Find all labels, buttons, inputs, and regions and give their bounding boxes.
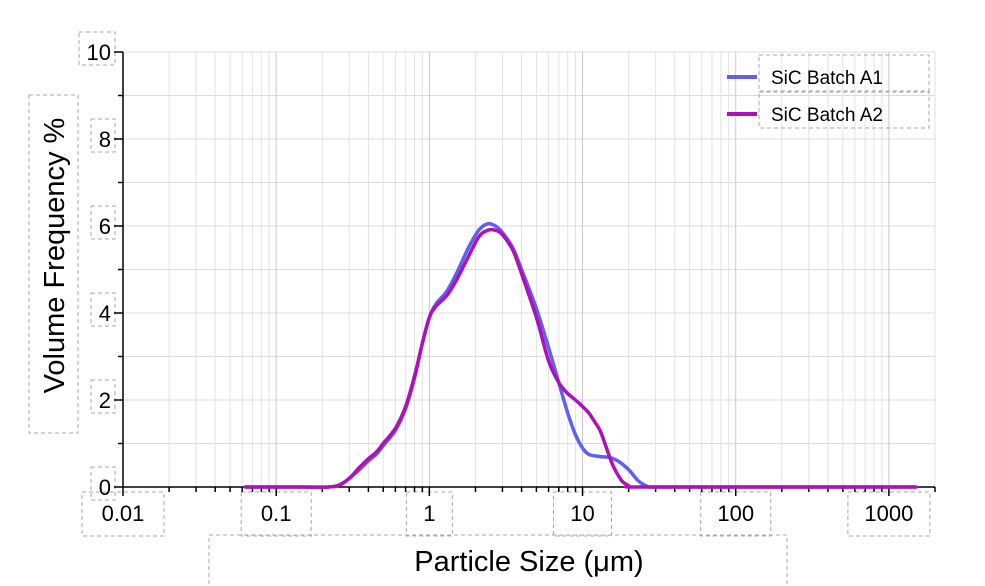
y-tick-label: 4 [99,301,111,326]
x-tick-label: 100 [717,501,754,526]
x-tick-label: 10 [570,501,594,526]
y-tick-label: 0 [99,475,111,500]
y-tick-label: 6 [99,214,111,239]
series-line [243,227,918,489]
y-tick-label: 10 [87,40,111,65]
legend-label-box [758,91,930,129]
legend-label: SiC Batch A2 [771,105,883,126]
x-axis-ticks: 0.01 0.1 1 10 100 1000 [102,487,936,526]
x-axis-title: Particle Size (μm) [414,546,643,578]
series-line [243,221,918,489]
y-tick-label: 8 [99,127,111,152]
x-title-box [208,534,788,586]
y-axis-title: Volume Frequency % [39,118,71,394]
legend-label-box [758,54,930,92]
legend-label: SiC Batch A1 [771,68,883,89]
legend: SiC Batch A1 SiC Batch A2 [727,68,883,126]
y-tick-label-box [78,31,116,66]
y-axis-ticks: 0 2 4 6 8 10 [87,40,123,500]
grid [123,51,936,487]
x-tick-label: 1 [423,501,435,526]
x-tick-label: 0.1 [261,501,292,526]
series-layer [243,221,918,489]
x-tick-label: 1000 [864,501,913,526]
x-tick-label: 0.01 [102,501,145,526]
y-title-box [28,94,79,434]
y-tick-label: 2 [99,388,111,413]
